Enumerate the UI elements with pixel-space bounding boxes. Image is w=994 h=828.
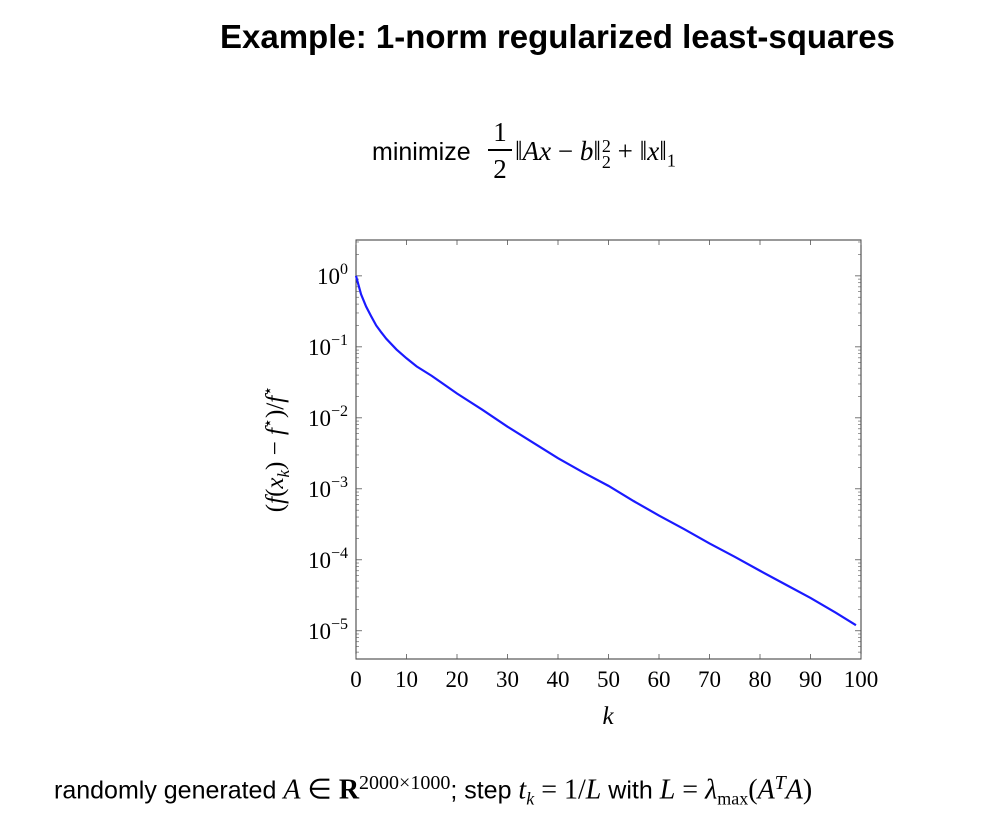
ylabel-open: (	[262, 504, 289, 512]
footer-with: with	[601, 776, 660, 805]
ylabel-mid: ) −	[262, 435, 289, 470]
ylabel-paren: (	[262, 489, 289, 497]
x-tick-label: 40	[547, 667, 570, 692]
norm1-close: ‖	[659, 136, 667, 166]
page-title: Example: 1-norm regularized least-square…	[220, 18, 895, 55]
ylabel-star2: ⋆	[260, 386, 277, 396]
norm-open: ‖	[515, 136, 523, 166]
footer-L2: L	[659, 774, 676, 806]
var-A: A	[522, 136, 540, 166]
footer-eq2: =	[675, 774, 706, 806]
convergence-chart: 0 10 20 30 40 50 60 70 80 90 100 10010−110−210−310…	[260, 239, 878, 730]
y-tick-label: 10−3	[308, 474, 348, 502]
x-tick-label: 0	[350, 667, 362, 692]
var-x: x	[539, 136, 552, 166]
ylabel-star: ⋆	[260, 418, 277, 428]
footer-in: ∈	[300, 774, 339, 806]
var-x2: x	[647, 136, 660, 166]
x-tick-label: 20	[446, 667, 469, 692]
x-tick-labels: 0 10 20 30 40 50 60 70 80 90 100	[350, 667, 878, 692]
y-axis-label: (f(xk) − f⋆)/f⋆	[260, 386, 293, 512]
x-tick-label: 80	[749, 667, 772, 692]
x-axis-label: k	[602, 703, 614, 730]
footer-A: A	[283, 774, 301, 806]
y-tick-label: 10−1	[308, 332, 348, 360]
formula-frac-bar	[488, 149, 512, 151]
ylabel-x: x	[262, 477, 289, 489]
minus-sign: −	[551, 136, 580, 166]
norm-sub: 2	[601, 151, 611, 172]
series-line	[354, 275, 857, 627]
ylabel-f: f	[262, 494, 289, 504]
ylabel-fstar: f	[262, 425, 289, 435]
axis-ticks	[355, 240, 862, 659]
y-tick-labels: 100 10−1 10−2 10−3 10−4 10−5	[308, 261, 348, 644]
ylabel-close: )/	[262, 403, 289, 418]
norm1-open: ‖	[639, 136, 648, 166]
formula-fraction: 1 2	[488, 116, 512, 186]
formula-keyword: minimize	[372, 138, 471, 166]
formula-expression: ‖Ax − b‖ 2 2 + ‖x‖1	[515, 136, 676, 171]
norm-close: ‖	[593, 136, 601, 166]
footer-eq1: = 1/	[534, 774, 586, 806]
footer-AT-A2: A	[785, 774, 803, 806]
formula-frac-num: 1	[493, 117, 507, 147]
plot-frame	[355, 239, 862, 660]
y-tick-label: 10−5	[308, 616, 348, 644]
footer-prefix: randomly generated	[54, 776, 284, 805]
footer-R: R	[338, 774, 360, 806]
x-tick-label: 50	[597, 667, 620, 692]
objective-formula: minimize 1 2 ‖Ax − b‖ 2 2 + ‖x‖1	[372, 116, 792, 196]
x-tick-label: 90	[799, 667, 822, 692]
footer-t-sub: k	[526, 788, 535, 809]
x-tick-label: 60	[648, 667, 671, 692]
y-tick-label: 10−2	[308, 403, 348, 431]
ylabel-x-sub: k	[274, 469, 293, 477]
formula-frac-den: 2	[493, 153, 507, 184]
var-b: b	[579, 136, 594, 166]
footer-caption: randomly generated A ∈ R2000×1000; step …	[54, 772, 812, 809]
plus-sign: +	[610, 136, 640, 166]
x-tick-label: 10	[395, 667, 418, 692]
footer-dims: 2000×1000	[359, 772, 451, 794]
footer-step: ; step	[450, 776, 519, 805]
x-tick-label: 100	[844, 667, 879, 692]
footer-t: t	[518, 774, 527, 806]
footer-paren-close: )	[802, 774, 813, 806]
x-tick-label: 30	[496, 667, 519, 692]
footer-L1: L	[585, 774, 602, 806]
y-tick-label: 100	[317, 261, 348, 289]
footer-AT-A: A	[757, 774, 775, 806]
footer-paren-open: (	[748, 774, 758, 806]
footer-lambda-sub: max	[717, 788, 749, 809]
footer-AT-sup: T	[774, 772, 786, 794]
ylabel-fstar2: f	[262, 393, 289, 403]
norm1-sub: 1	[666, 150, 676, 171]
x-tick-label: 70	[698, 667, 721, 692]
footer-lambda: λ	[705, 774, 718, 806]
norm-sup: 2	[601, 135, 611, 156]
y-tick-label: 10−4	[308, 545, 348, 573]
